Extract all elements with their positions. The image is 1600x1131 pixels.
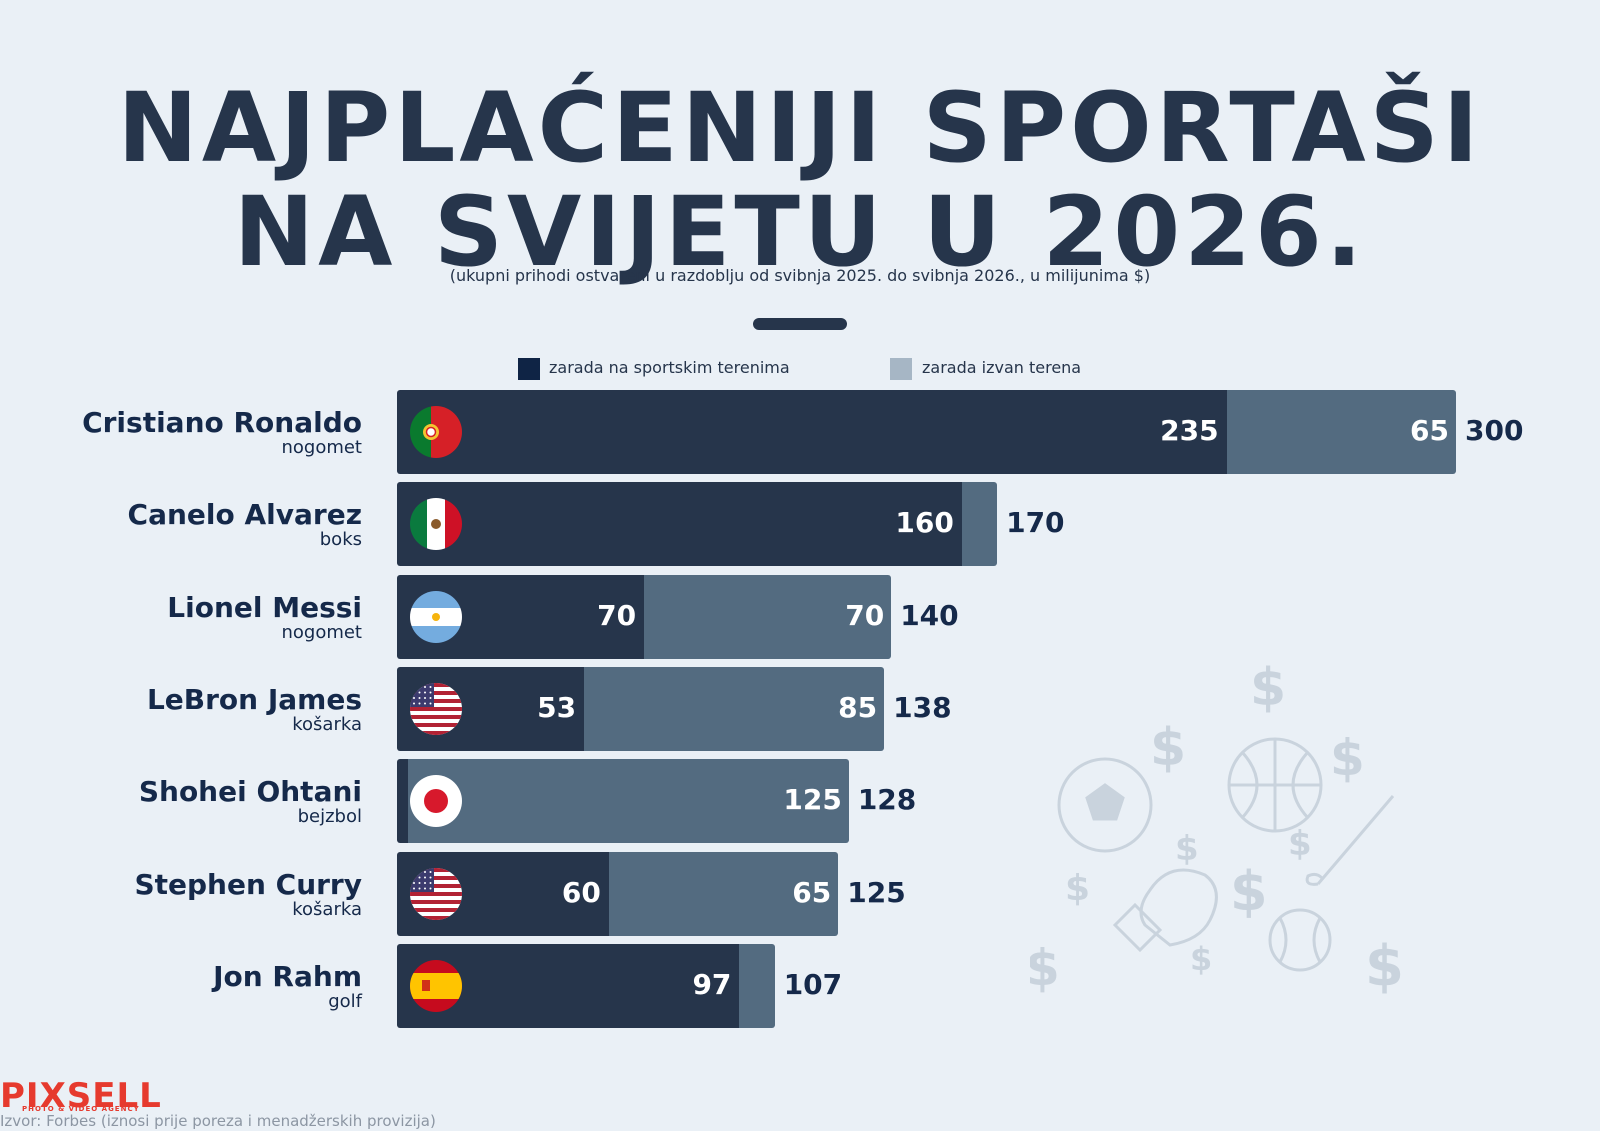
legend-label-on-field: zarada na sportskim terenima (549, 358, 790, 377)
value-label-off-field: 125 (783, 783, 842, 817)
usa-flag-icon (410, 867, 462, 920)
value-label-off-field: 65 (1410, 414, 1449, 447)
athlete-name: Shohei Ohtani (138, 775, 362, 809)
pixsell-logo-tagline: PHOTO & VIDEO AGENCY (22, 1105, 140, 1113)
bar-row-stephen-curry: Stephen Curry košarka 60 65 125 (0, 851, 1600, 936)
title-line-1: NAJPLAĆENIJI SPORTAŠI (117, 72, 1483, 184)
japan-flag-icon (410, 775, 462, 828)
bar-off-field (407, 759, 849, 844)
mexico-flag-icon (410, 498, 462, 551)
bar-off-field (584, 666, 885, 751)
chart-subtitle: (ukupni prihodi ostvareni u razdoblju od… (449, 266, 1151, 285)
legend-label-off-field: zarada izvan terena (922, 358, 1082, 377)
athlete-name: LeBron James (146, 682, 362, 716)
bar-on-field (397, 390, 1227, 474)
value-label-on-field: 53 (537, 690, 577, 724)
athlete-sport: bejzbol (297, 806, 362, 828)
athlete-sport: košarka (292, 898, 362, 920)
bar-row-jon-rahm: Jon Rahm golf 97 107 (0, 943, 1600, 1028)
athlete-name: Cristiano Ronaldo (82, 406, 362, 439)
athlete-sport: nogomet (281, 437, 362, 458)
svg-text:$: $ (1365, 934, 1404, 999)
bar-row-cristiano-ronaldo: Cristiano Ronaldo nogomet 235 65 300 (0, 390, 1600, 474)
athlete-name: Jon Rahm (213, 959, 362, 993)
value-label-total: 170 (1006, 506, 1065, 540)
svg-text:$: $ (1288, 824, 1312, 864)
athlete-name: Canelo Alvarez (127, 498, 362, 532)
title-divider (753, 318, 847, 330)
svg-text:$: $ (1250, 660, 1286, 718)
svg-text:$: $ (1230, 860, 1268, 923)
usa-flag-icon (410, 682, 462, 735)
svg-text:$: $ (1190, 940, 1212, 978)
value-label-on-field: 70 (597, 598, 637, 632)
dollar-signs-icon: $ $ $ $ $ $ $ $ $ $ (1030, 660, 1404, 999)
value-label-total: 138 (893, 690, 952, 724)
portugal-flag-icon (410, 406, 462, 458)
value-label-on-field: 235 (1160, 414, 1219, 447)
value-label-on-field: 60 (561, 875, 601, 909)
boxing-glove-icon (1139, 868, 1218, 947)
athlete-sport: košarka (292, 713, 362, 735)
value-label-off-field: 65 (792, 875, 832, 909)
bar-row-lebron-james: LeBron James košarka 53 85 138 (0, 666, 1600, 751)
pixsell-logo: PIXSELL (0, 1076, 162, 1116)
athlete-sport: nogomet (281, 621, 362, 643)
bar-on-field (397, 482, 962, 567)
value-label-off-field: 85 (838, 690, 878, 724)
value-label-total: 140 (900, 598, 959, 632)
bar-off-field (608, 851, 839, 936)
bar-off-field (739, 943, 775, 1028)
svg-text:$: $ (1065, 868, 1090, 909)
bar-on-field (397, 759, 408, 844)
spain-flag-icon (410, 959, 462, 1012)
legend-swatch-off-field (890, 358, 912, 380)
title-line-2: NA SVIJETU U 2026. (233, 176, 1367, 288)
svg-text:$: $ (1030, 939, 1060, 997)
svg-text:$: $ (1330, 729, 1365, 787)
athlete-sport: boks (319, 529, 362, 551)
bar-off-field (1226, 390, 1456, 474)
golf-club-icon (1305, 795, 1395, 886)
value-label-on-field: 160 (895, 506, 954, 540)
value-label-off-field: 70 (845, 598, 885, 632)
value-label-total: 125 (847, 875, 906, 909)
athlete-sport: golf (328, 990, 362, 1012)
value-label-on-field: 97 (692, 967, 732, 1001)
value-label-total: 300 (1465, 414, 1524, 447)
sports-decoration-icon: $ $ $ $ $ $ $ $ $ $ (1030, 660, 1404, 999)
bar-row-lionel-messi: Lionel Messi nogomet 70 70 140 (0, 574, 1600, 659)
athlete-name: Lionel Messi (167, 590, 362, 624)
chart-legend: zarada na sportskim terenima zarada izva… (0, 356, 1600, 382)
chart-title: NAJPLAĆENIJI SPORTAŠI NA SVIJETU U 2026. (0, 80, 1600, 280)
athlete-name: Stephen Curry (134, 867, 362, 901)
value-label-total: 128 (857, 783, 917, 817)
soccer-ball-icon (1057, 757, 1153, 853)
bar-row-canelo-alvarez: Canelo Alvarez boks 160 170 (0, 482, 1600, 567)
value-label-total: 107 (783, 967, 843, 1001)
bar-off-field (961, 482, 998, 567)
baseball-icon (1268, 908, 1332, 972)
bar-row-shohei-ohtani: Shohei Ohtani bejzbol 125 128 (0, 759, 1600, 844)
bar-off-field (644, 574, 892, 659)
argentina-flag-icon (410, 590, 462, 643)
source-note: Izvor: Forbes (iznosi prije poreza i men… (0, 1112, 436, 1130)
legend-swatch-on-field (518, 358, 540, 380)
svg-text:$: $ (1175, 829, 1199, 869)
svg-text:$: $ (1150, 718, 1186, 778)
